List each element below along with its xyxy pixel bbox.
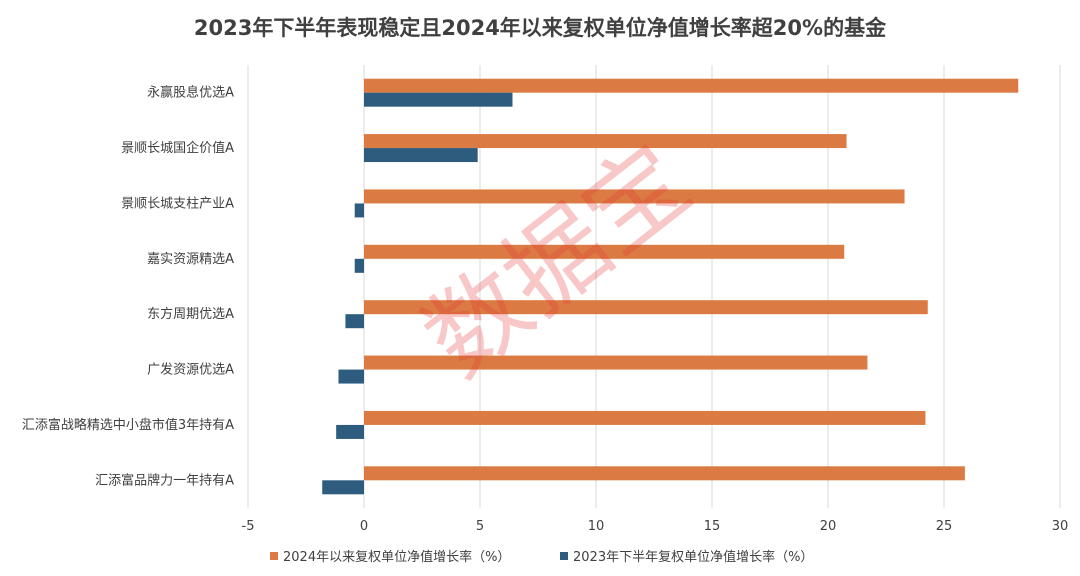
legend-label: 2024年以来复权单位净值增长率（%） bbox=[283, 549, 510, 565]
bar bbox=[364, 134, 847, 149]
category-label: 景顺长城支柱产业A bbox=[121, 196, 234, 211]
category-label: 景顺长城国企价值A bbox=[121, 140, 234, 156]
bar bbox=[364, 300, 928, 315]
category-label: 广发资源优选A bbox=[147, 362, 234, 378]
chart-title: 2023年下半年表现稳定且2024年以来复权单位净值增长率超20%的基金 bbox=[193, 16, 887, 40]
bar bbox=[364, 244, 845, 259]
bar bbox=[338, 369, 364, 384]
category-label: 永赢股息优选A bbox=[147, 85, 234, 101]
x-tick-label: 15 bbox=[704, 519, 721, 534]
x-tick-label: 10 bbox=[588, 519, 605, 534]
gridlines bbox=[247, 65, 1061, 508]
bar bbox=[364, 410, 926, 425]
category-label: 汇添富品牌力一年持有A bbox=[95, 472, 234, 488]
x-tick-labels: -5 0 5 10 15 20 25 30 bbox=[242, 519, 1069, 534]
bar bbox=[364, 148, 478, 163]
bar bbox=[322, 480, 364, 495]
bar bbox=[354, 258, 364, 273]
bar bbox=[364, 466, 965, 481]
x-tick-label: 30 bbox=[1052, 519, 1069, 534]
legend-swatch bbox=[270, 552, 278, 560]
x-tick-label: 0 bbox=[360, 519, 368, 534]
bar bbox=[345, 314, 364, 329]
bar bbox=[364, 78, 1019, 93]
x-tick-label: 20 bbox=[820, 519, 837, 534]
bar bbox=[354, 203, 364, 218]
x-tick-label: 25 bbox=[936, 519, 953, 534]
bar bbox=[364, 355, 868, 370]
x-tick-label: 5 bbox=[476, 519, 484, 534]
category-label: 汇添富战略精选中小盘市值3年持有A bbox=[22, 417, 234, 433]
category-labels: 永赢股息优选A 景顺长城国企价值A 景顺长城支柱产业A 嘉实资源精选A 东方周期优选A 广… bbox=[22, 85, 234, 489]
x-tick-label: -5 bbox=[242, 519, 255, 534]
category-label: 东方周期优选A bbox=[147, 306, 234, 322]
legend-swatch bbox=[560, 552, 568, 560]
bar bbox=[364, 92, 513, 107]
bars bbox=[322, 78, 1019, 495]
legend-label: 2023年下半年复权单位净值增长率（%） bbox=[573, 549, 813, 565]
category-label: 嘉实资源精选A bbox=[147, 252, 234, 267]
legend: 2024年以来复权单位净值增长率（%） 2023年下半年复权单位净值增长率（%） bbox=[270, 549, 813, 565]
bar bbox=[364, 189, 905, 204]
bar bbox=[336, 424, 364, 439]
